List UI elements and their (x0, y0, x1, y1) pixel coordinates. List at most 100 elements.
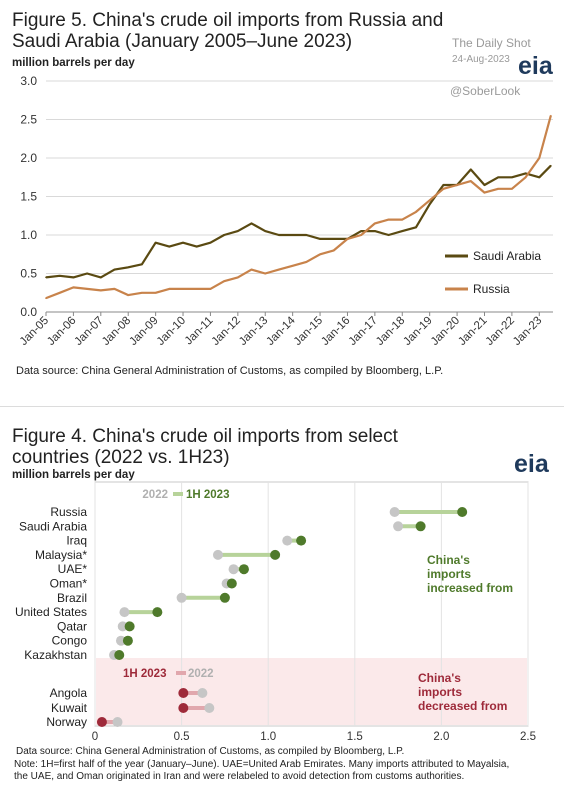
data-point (223, 280, 225, 283)
dot-1h2023 (270, 549, 281, 560)
data-point (72, 276, 75, 279)
dot-1h2023 (122, 635, 133, 646)
dot-2022 (389, 507, 400, 517)
country-label: Congo (52, 634, 88, 648)
data-point (141, 291, 143, 294)
data-point (511, 176, 513, 179)
data-point (305, 234, 308, 236)
x-tick-label: 0.5 (174, 731, 190, 743)
figure4-note-line2: the UAE, and Oman originated in Iran and… (14, 771, 465, 782)
legend-dec-1h2023-label: 1H 2023 (123, 668, 166, 680)
x-tick-label: 1.5 (347, 731, 363, 743)
data-point (113, 288, 116, 290)
data-point (497, 176, 499, 179)
increase-annotation: China's (427, 553, 470, 567)
data-point (127, 266, 130, 269)
data-point (332, 238, 335, 240)
watermark-source: The Daily Shot (452, 36, 531, 50)
data-point (182, 241, 184, 244)
data-point (374, 230, 376, 232)
data-point (209, 288, 212, 290)
data-point (319, 253, 321, 256)
figure4-title: Figure 4. China's crude oil imports from… (12, 426, 398, 468)
x-tick-label: 2.5 (520, 731, 536, 743)
data-point (168, 288, 171, 290)
eia-logo-2: eia (514, 450, 549, 478)
data-point (195, 288, 198, 290)
country-label: Oman* (50, 577, 88, 591)
figure4-note-line1: Note: 1H=first half of the year (January… (14, 759, 510, 770)
y-tick-label: 0.5 (20, 267, 37, 281)
country-label: Brazil (57, 591, 87, 605)
figure5-source: Data source: China General Administratio… (16, 365, 444, 377)
x-tick-label: Jan-13 (237, 315, 270, 348)
data-point (45, 276, 47, 279)
country-label: Malaysia* (35, 548, 87, 562)
x-tick-label: Jan-14 (264, 314, 298, 348)
data-point (442, 188, 445, 190)
dot-1h2023 (178, 703, 189, 713)
x-tick-label: Jan-17 (347, 315, 380, 348)
data-point (456, 184, 458, 186)
data-point (497, 188, 499, 190)
data-point (195, 245, 198, 248)
dumbbell-chart: 0 0.5 1.0 1.5 2.0 2.5 2022 1H 2023 1H 2023 2022 Ru… (15, 481, 536, 743)
watermark-date: 24-Aug-2023 (452, 54, 510, 65)
data-point (237, 276, 239, 279)
dot-1h2023 (152, 607, 163, 618)
x-tick-label: Jan-21 (456, 315, 489, 348)
x-tick-label: Jan-12 (210, 315, 243, 348)
data-point (550, 164, 552, 167)
data-point (58, 275, 61, 277)
y-tick-label: 1.0 (20, 228, 37, 242)
dot-2022 (393, 521, 404, 532)
data-point (346, 238, 349, 240)
data-point (360, 230, 362, 232)
country-label: Saudi Arabia (19, 519, 87, 533)
country-label: United States (15, 605, 87, 619)
legend-label: Russia (473, 282, 510, 296)
data-point (154, 241, 157, 244)
data-point (415, 226, 417, 229)
panel-divider (0, 406, 564, 407)
y-tick-label: 0.0 (20, 305, 37, 319)
data-point (291, 265, 294, 267)
watermark-handle: @SoberLook (450, 84, 521, 98)
country-label: UAE* (58, 562, 88, 576)
data-point (264, 272, 267, 275)
data-point (483, 184, 486, 186)
dot-1h2023 (415, 521, 426, 532)
x-tick-label: Jan-08 (100, 315, 133, 348)
series-line-saudi-arabia (45, 164, 552, 279)
dot-1h2023 (296, 535, 307, 546)
data-point (86, 288, 88, 290)
y-tick-label: 3.0 (20, 74, 37, 88)
x-tick-label: Jan-05 (18, 315, 51, 348)
data-point (278, 268, 280, 271)
data-point (127, 294, 130, 296)
x-tick-label: Jan-16 (319, 315, 352, 348)
data-point (387, 234, 390, 236)
figure4-source: Data source: China General Administratio… (16, 746, 405, 757)
dot-1h2023 (238, 564, 249, 575)
x-tick-label: Jan-11 (183, 315, 216, 348)
increase-annotation: imports (427, 567, 471, 581)
data-point (550, 114, 552, 117)
figure5-units: million barrels per day (12, 57, 135, 69)
dot-2022 (119, 607, 130, 618)
figure5-title: Figure 5. China's crude oil imports from… (12, 10, 444, 52)
y-tick-label: 1.5 (20, 190, 37, 204)
x-tick-label: Jan-19 (401, 315, 434, 348)
data-point (100, 276, 102, 279)
data-point (524, 172, 527, 175)
dot-1h2023 (226, 578, 237, 589)
legend-1h2023-label: 1H 2023 (186, 489, 229, 501)
data-point (100, 289, 102, 292)
data-point (264, 230, 267, 232)
x-tick-label: Jan-23 (511, 315, 544, 348)
dot-2022 (282, 535, 293, 546)
data-point (415, 211, 417, 213)
data-point (168, 245, 171, 248)
dot-1h2023 (114, 650, 125, 660)
data-point (209, 241, 212, 244)
